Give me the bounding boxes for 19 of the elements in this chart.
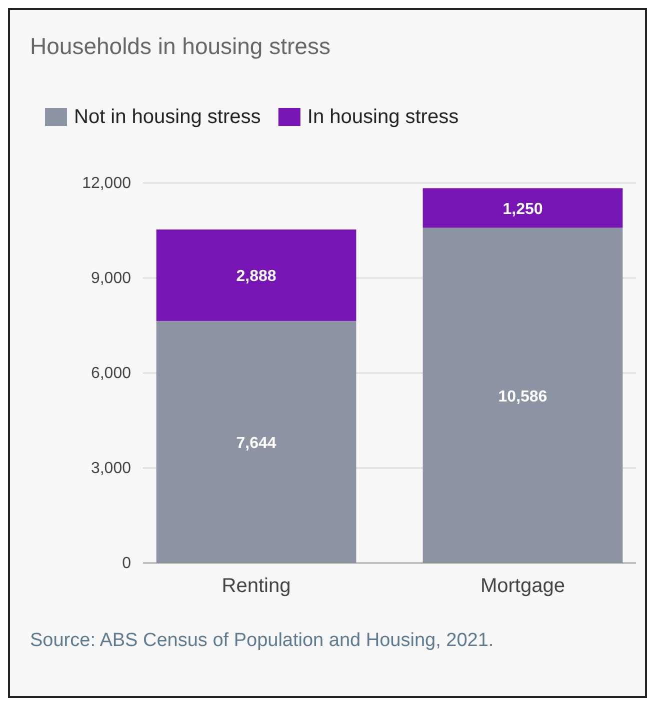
y-tick-label: 9,000 <box>90 270 132 287</box>
data-label: 2,888 <box>236 268 276 286</box>
legend-label: In housing stress <box>307 106 459 128</box>
y-tick-label: 12,000 <box>82 175 132 192</box>
data-label: 10,586 <box>498 388 548 406</box>
data-label: 7,644 <box>236 434 276 452</box>
bar <box>156 229 356 321</box>
data-label: 1,250 <box>502 200 543 218</box>
bar <box>422 188 623 228</box>
y-tick-label: 6,000 <box>90 365 132 382</box>
x-tick-label: Renting <box>222 575 291 597</box>
x-tick-label: Mortgage <box>480 575 565 597</box>
bar <box>156 320 356 563</box>
source-note: Source: ABS Census of Population and Housing, 2021. <box>30 630 494 651</box>
chart-title: Households in housing stress <box>30 33 330 59</box>
bar <box>422 228 623 563</box>
y-tick-label: 3,000 <box>90 460 132 477</box>
legend-label: Not in housing stress <box>74 106 261 128</box>
y-tick-label: 0 <box>122 555 132 572</box>
